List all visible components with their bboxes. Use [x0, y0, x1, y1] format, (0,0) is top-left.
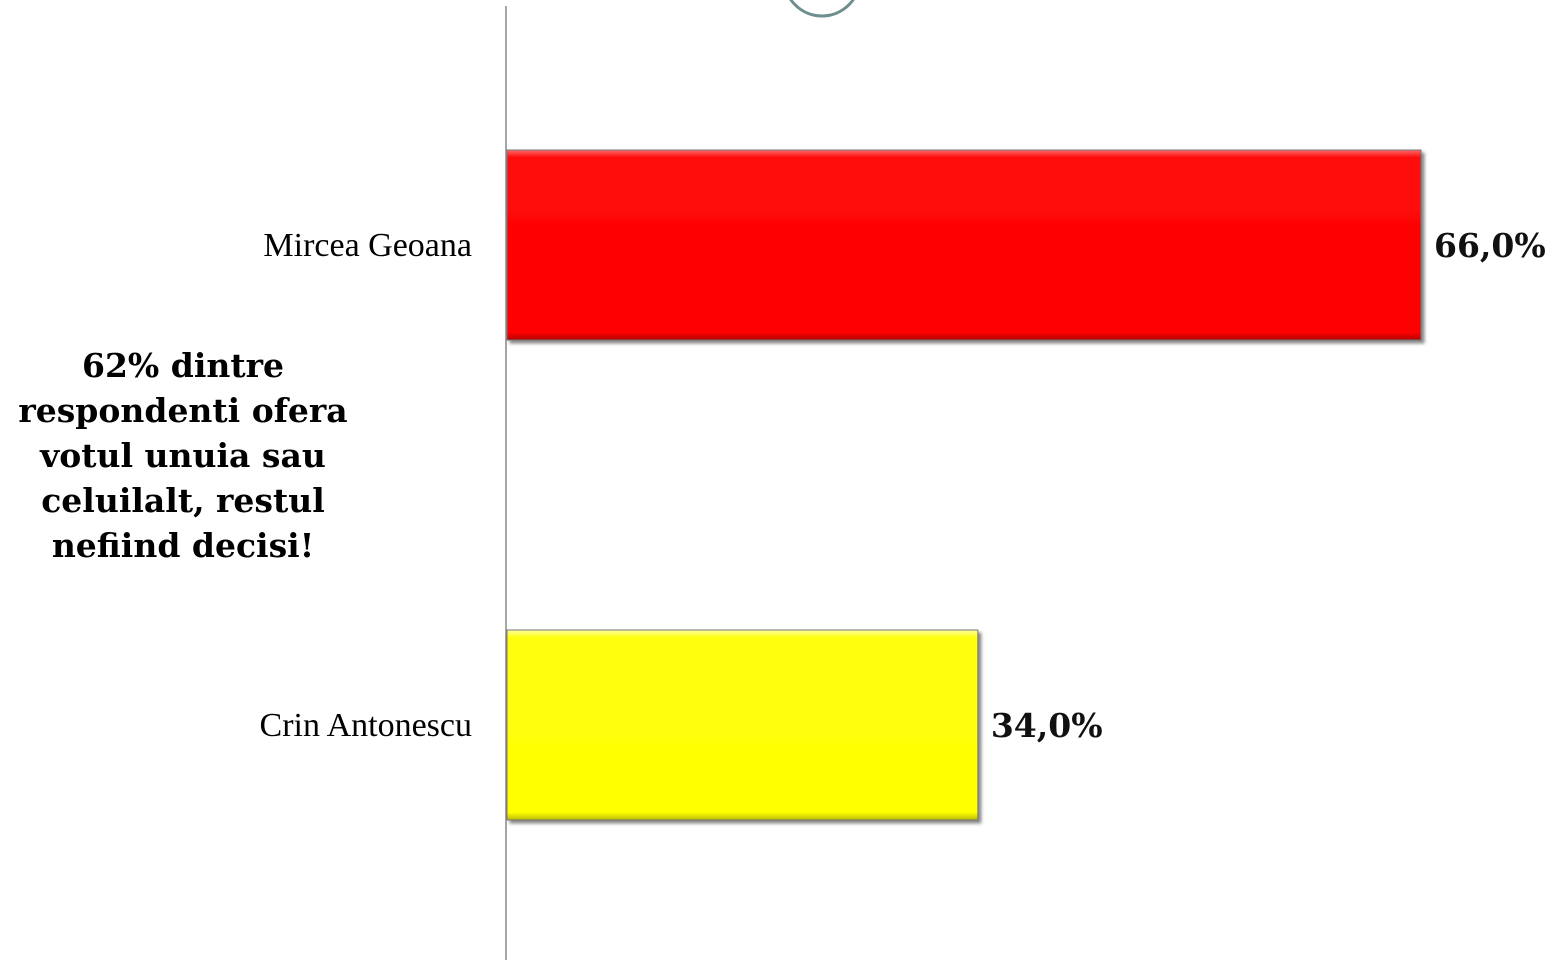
decorative-circle — [789, 0, 855, 18]
bar-crin-antonescu — [506, 629, 979, 821]
category-label: Crin Antonescu — [260, 707, 472, 744]
bar-mircea-geoana — [506, 149, 1422, 341]
value-label: 66,0% — [1434, 226, 1546, 265]
annotation-line: respondenti ofera — [18, 391, 348, 430]
value-label: 34,0% — [991, 706, 1103, 745]
annotation-line: votul unuia sau — [40, 436, 326, 475]
annotation-line: nefiind decisi! — [51, 526, 315, 565]
annotation-line: 62% dintre — [82, 346, 284, 385]
annotation-note: 62% dintre respondenti ofera votul unuia… — [0, 343, 366, 568]
category-label: Mircea Geoana — [263, 227, 472, 264]
annotation-line: celuilalt, restul — [41, 481, 325, 520]
